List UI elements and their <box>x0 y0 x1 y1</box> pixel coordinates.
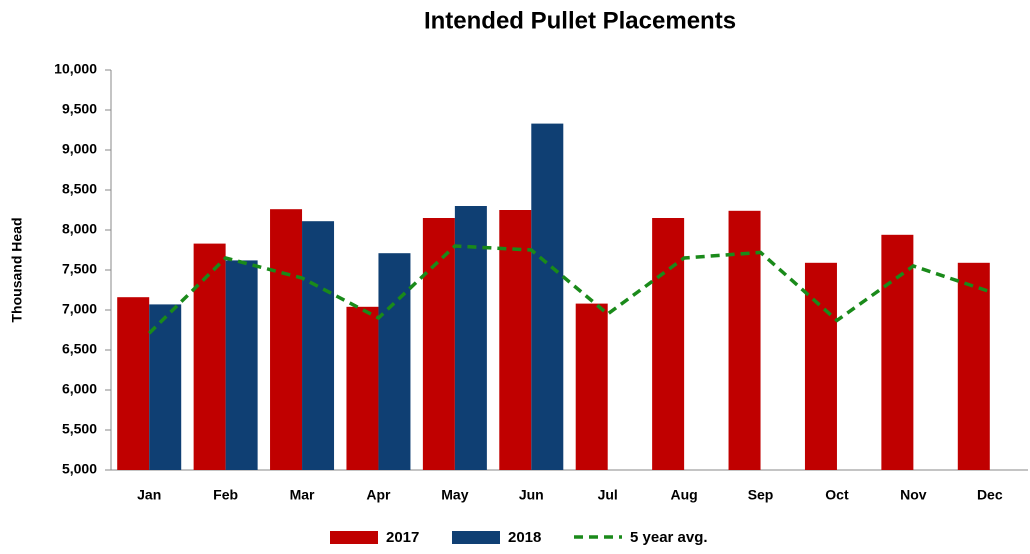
y-tick-label: 8,500 <box>62 181 97 197</box>
x-tick-label: Jul <box>598 487 618 503</box>
x-tick-label: Mar <box>290 487 315 503</box>
x-tick-label: Aug <box>671 487 698 503</box>
bar <box>346 306 379 470</box>
x-tick-label: Jan <box>137 487 161 503</box>
bar <box>652 218 685 470</box>
bar <box>193 243 226 470</box>
bar <box>149 304 182 470</box>
x-tick-label: Nov <box>900 487 927 503</box>
y-tick-label: 6,500 <box>62 341 97 357</box>
bar <box>378 253 411 470</box>
x-tick-label: Feb <box>213 487 238 503</box>
legend-swatch <box>452 531 500 544</box>
x-tick-label: Dec <box>977 487 1003 503</box>
y-tick-label: 5,500 <box>62 421 97 437</box>
x-tick-label: Apr <box>366 487 391 503</box>
x-tick-label: Sep <box>748 487 774 503</box>
legend-label: 2018 <box>508 529 541 546</box>
line <box>147 244 991 335</box>
bar <box>499 210 532 470</box>
bar <box>225 260 258 470</box>
bar <box>302 221 335 470</box>
y-tick-label: 9,000 <box>62 141 97 157</box>
x-tick-label: Jun <box>519 487 544 503</box>
bar <box>804 262 837 470</box>
y-tick-label: 9,500 <box>62 101 97 117</box>
bar <box>422 218 455 470</box>
bar <box>270 209 303 470</box>
bar <box>575 303 608 470</box>
bar <box>881 234 914 470</box>
bar <box>531 123 564 470</box>
y-tick-label: 7,500 <box>62 261 97 277</box>
y-tick-label: 10,000 <box>54 61 97 77</box>
chart-title: Intended Pullet Placements <box>424 7 736 34</box>
y-axis-label: Thousand Head <box>9 217 25 322</box>
legend-swatch <box>330 531 378 544</box>
y-tick-label: 6,000 <box>62 381 97 397</box>
y-tick-label: 5,000 <box>62 461 97 477</box>
bar <box>454 206 487 470</box>
y-tick-label: 7,000 <box>62 301 97 317</box>
y-tick-label: 8,000 <box>62 221 97 237</box>
bar <box>117 297 150 470</box>
legend-label: 5 year avg. <box>630 529 708 546</box>
x-tick-label: May <box>441 487 468 503</box>
bar <box>728 210 761 471</box>
x-tick-label: Oct <box>825 487 849 503</box>
bar <box>957 262 990 470</box>
legend-label: 2017 <box>386 529 419 546</box>
